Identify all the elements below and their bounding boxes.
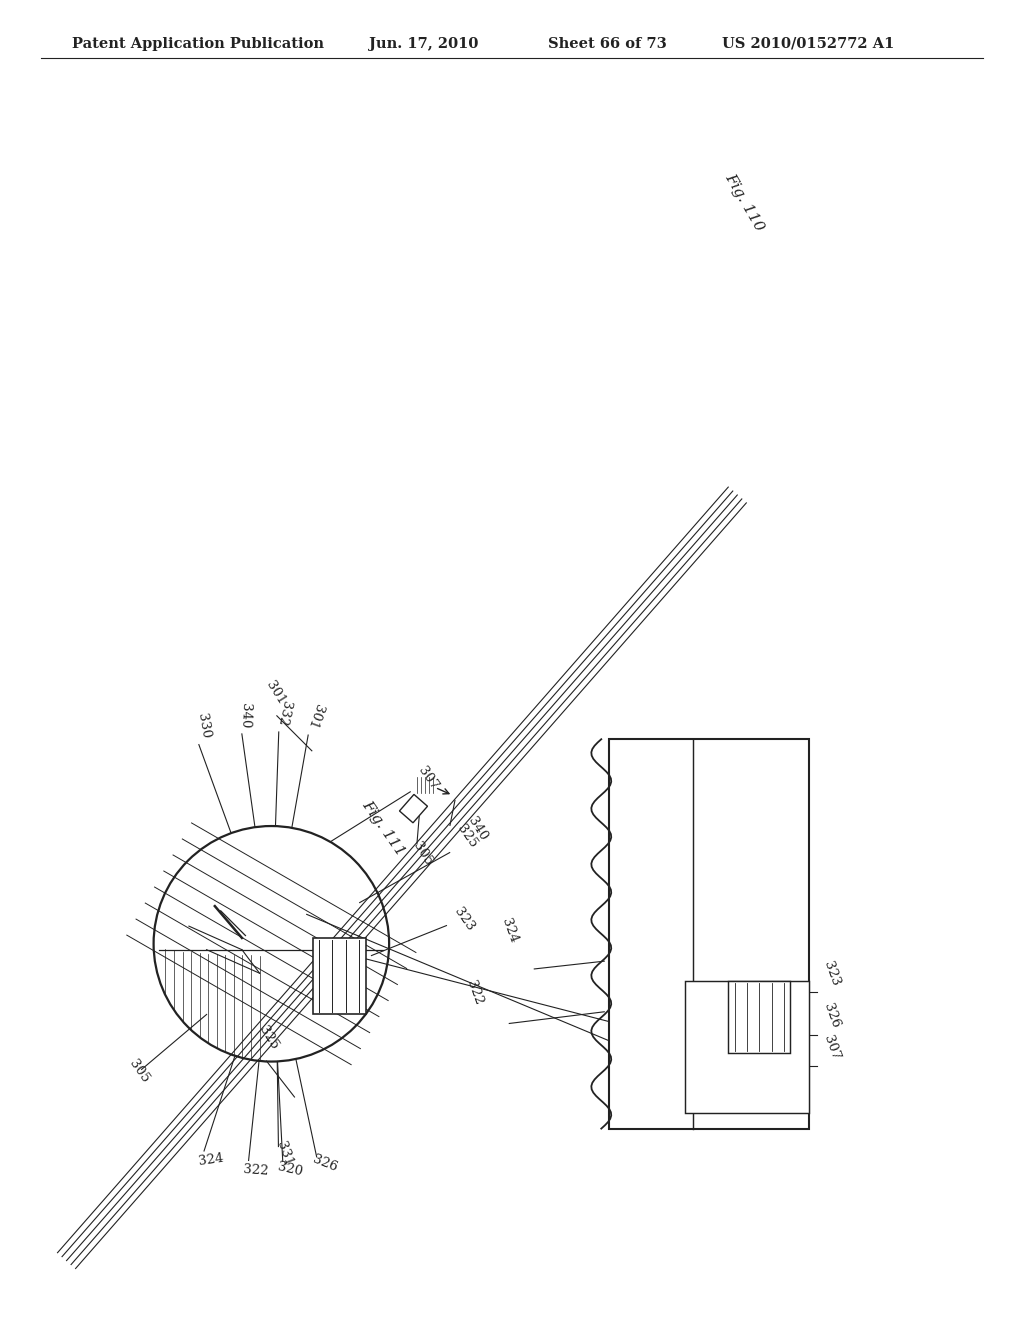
Text: 330: 330 xyxy=(195,713,212,739)
Text: 301: 301 xyxy=(304,702,325,730)
Text: Sheet 66 of 73: Sheet 66 of 73 xyxy=(548,37,667,50)
Text: 307: 307 xyxy=(416,764,440,793)
Bar xyxy=(685,981,809,1113)
Text: 332: 332 xyxy=(274,700,293,727)
Text: 340: 340 xyxy=(238,704,252,729)
Text: 325: 325 xyxy=(455,822,480,850)
Text: 301: 301 xyxy=(264,678,288,706)
Text: 323: 323 xyxy=(452,906,476,933)
Text: 307: 307 xyxy=(821,1034,842,1061)
Text: 322: 322 xyxy=(464,979,485,1007)
Text: 324: 324 xyxy=(500,916,520,945)
Text: 325: 325 xyxy=(256,1024,281,1052)
Text: 322: 322 xyxy=(243,1163,268,1177)
Text: 320: 320 xyxy=(603,838,624,867)
Text: 326: 326 xyxy=(821,1002,842,1031)
Text: Patent Application Publication: Patent Application Publication xyxy=(72,37,324,50)
Text: 320: 320 xyxy=(276,1160,304,1179)
Text: 326: 326 xyxy=(310,1152,339,1173)
Text: 323: 323 xyxy=(821,960,842,987)
Bar xyxy=(728,981,791,1053)
Text: Jun. 17, 2010: Jun. 17, 2010 xyxy=(369,37,478,50)
Bar xyxy=(312,939,366,1015)
Text: Fig. 110: Fig. 110 xyxy=(722,172,766,234)
Text: 331: 331 xyxy=(274,1139,295,1168)
Text: Fig. 111: Fig. 111 xyxy=(359,797,408,858)
Bar xyxy=(609,739,809,1129)
Text: 305: 305 xyxy=(410,840,434,869)
Text: 340: 340 xyxy=(465,814,489,843)
Bar xyxy=(399,795,427,822)
Text: 324: 324 xyxy=(198,1151,225,1168)
Text: US 2010/0152772 A1: US 2010/0152772 A1 xyxy=(722,37,894,50)
Text: 305: 305 xyxy=(127,1057,152,1085)
